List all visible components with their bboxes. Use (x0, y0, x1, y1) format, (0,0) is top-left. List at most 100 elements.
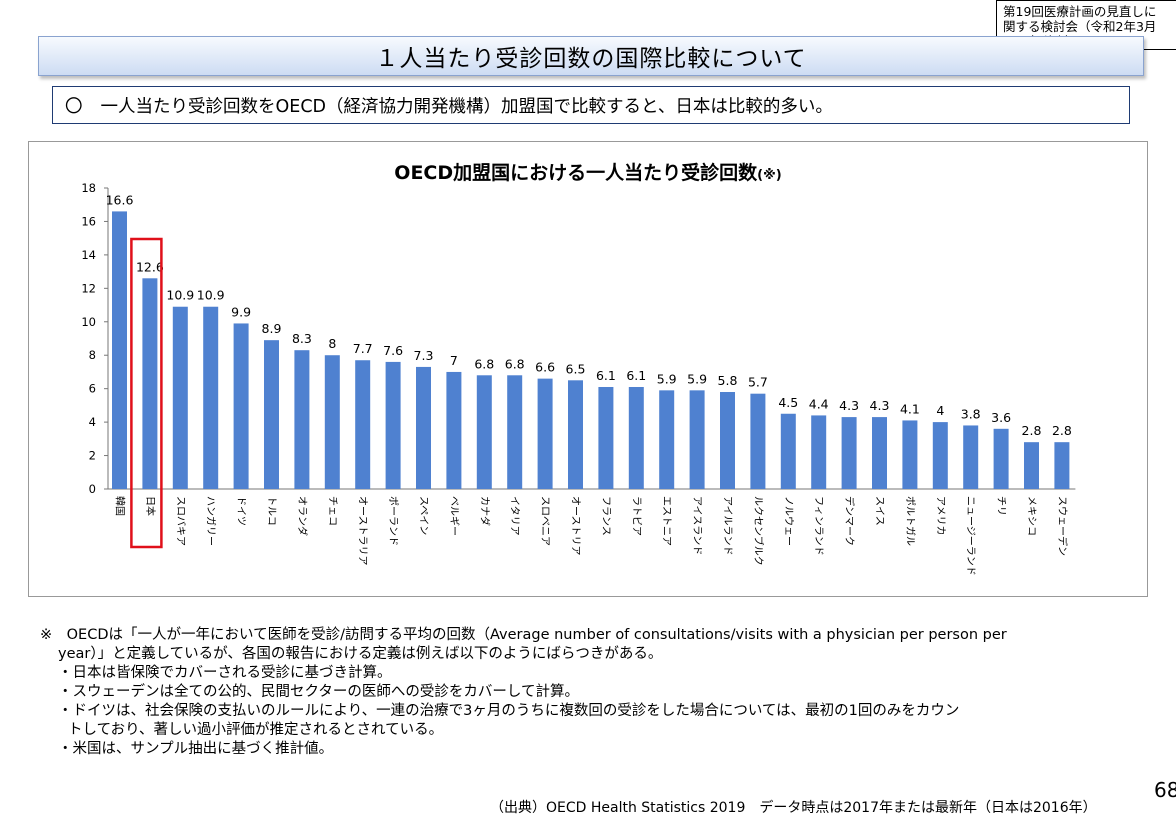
chart-title-suffix: (※) (757, 168, 782, 183)
bar-value-label: 5.8 (718, 373, 738, 388)
x-category-label: オランダ (296, 496, 309, 536)
bar (416, 366, 431, 489)
bar-value-label: 5.7 (748, 375, 768, 390)
bar (598, 386, 614, 489)
bar (780, 413, 796, 489)
bar (1024, 442, 1039, 489)
x-category-label: スイス (874, 496, 885, 526)
bar (233, 323, 249, 489)
bar (750, 393, 766, 489)
bar-value-label: 4.1 (900, 401, 920, 416)
note-item: ・ドイツは、社会保険の支払いのルールにより、一連の治療で3ヶ月のうちに複数回の受… (58, 703, 960, 719)
x-category-label: カナダ (478, 496, 491, 526)
y-tick-label: 8 (89, 348, 96, 362)
y-tick-label: 12 (81, 281, 96, 295)
y-tick-label: 10 (81, 315, 96, 329)
bar-value-label: 10.9 (166, 288, 194, 303)
note-line: ※ OECDは「一人が一年において医師を受診/訪問する平均の回数（Average… (40, 627, 1007, 643)
bar (1054, 442, 1070, 489)
chart-frame (28, 141, 1148, 597)
bar (112, 211, 127, 489)
x-category-label: オーストリア (570, 496, 582, 556)
notes: ※ OECDは「一人が一年において医師を受診/訪問する平均の回数（Average… (40, 626, 1170, 759)
x-category-label: アメリカ (934, 496, 946, 536)
bar-value-label: 2.8 (1052, 423, 1072, 438)
bar (172, 306, 188, 489)
bar (294, 350, 310, 489)
bar-value-label: 12.6 (136, 259, 164, 274)
bar-value-label: 9.9 (231, 304, 251, 319)
x-category-label: フィンランド (813, 496, 825, 556)
bar (355, 360, 371, 489)
chart-title: OECD加盟国における一人当たり受診回数(※) (394, 161, 781, 184)
x-category-label: ドイツ (235, 496, 246, 526)
x-category-label: ルクセンブルク (752, 496, 765, 566)
note-item: ・日本は皆保険でカバーされる受診に基づき計算。 (58, 665, 392, 681)
x-category-label: スロバキア (174, 496, 186, 546)
bar (841, 417, 857, 489)
y-tick-label: 18 (81, 181, 96, 195)
bar-value-label: 6.8 (474, 356, 494, 371)
x-category-label: チェコ (326, 496, 338, 526)
bar-value-label: 6.5 (566, 361, 586, 376)
bar (324, 355, 340, 489)
x-category-label: メキシコ (1026, 496, 1037, 536)
x-category-label: チリ (995, 496, 1007, 516)
bar (689, 390, 705, 489)
bar-value-label: 6.6 (535, 360, 555, 375)
bar-value-label: 4.5 (778, 395, 798, 410)
x-category-label: ノルウェー (782, 496, 794, 546)
x-category-label: 日本 (144, 496, 157, 516)
x-category-label: フランス (600, 496, 612, 536)
summary-text: 一人当たり受診回数をOECD（経済協力開発機構）加盟国で比較すると、日本は比較的… (100, 96, 833, 117)
bar (659, 390, 675, 489)
x-category-label: エストニア (661, 496, 672, 546)
source-citation: （出典）OECD Health Statistics 2019 データ時点は20… (490, 800, 1097, 816)
x-category-label: ベルギー (448, 496, 460, 536)
bar-value-label: 4.3 (870, 398, 890, 413)
bar (537, 378, 553, 489)
bar-value-label: 7.3 (414, 348, 434, 363)
note-item: ・スウェーデンは全ての公的、民間セクターの医師への受診をカバーして計算。 (58, 684, 579, 700)
bar (720, 392, 735, 489)
note-item: ・米国は、サンプル抽出に基づく推計値。 (58, 741, 334, 757)
bar-value-label: 8 (328, 336, 336, 351)
x-category-label: アイルランド (722, 496, 734, 556)
bar-value-label: 6.8 (505, 356, 525, 371)
x-category-label: ポルトガル (904, 496, 916, 546)
x-category-label: トルコ (266, 496, 277, 526)
bar (902, 420, 918, 489)
note-line: year）」と定義しているが、各国の報告における定義は例えば以下のようにばらつき… (58, 646, 663, 662)
slide-title-text: １人当たり受診回数の国際比較について (375, 46, 807, 72)
bar (872, 417, 887, 489)
bar (385, 361, 401, 489)
bar (568, 380, 583, 489)
bar (264, 340, 279, 489)
bar-value-label: 2.8 (1022, 423, 1042, 438)
x-category-label: 韓国 (114, 496, 126, 516)
x-category-label: スペイン (418, 496, 429, 535)
slide-title: １人当たり受診回数の国際比較について (38, 36, 1144, 76)
bar (476, 375, 492, 489)
x-category-label: イタリア (509, 496, 521, 536)
page-number: 68 (1154, 778, 1176, 802)
bar-value-label: 4.4 (809, 396, 829, 411)
x-category-label: ラトビア (630, 496, 642, 536)
bar (811, 415, 827, 489)
note-item: トしており、著しい過小評価が推定されるとされている。 (68, 722, 444, 738)
y-tick-label: 2 (89, 449, 96, 463)
bar-value-label: 6.1 (626, 368, 646, 383)
y-tick-label: 0 (89, 482, 96, 496)
x-category-label: ニュージーランド (965, 496, 977, 576)
bar (507, 375, 523, 489)
bar-value-label: 6.1 (596, 368, 616, 383)
bar-value-label: 8.9 (262, 321, 282, 336)
bar (993, 428, 1009, 489)
x-category-label: ハンガリー (205, 496, 217, 546)
bar-value-label: 5.9 (657, 371, 677, 386)
bar-value-label: 10.9 (197, 288, 225, 303)
bar-value-label: 3.8 (961, 406, 981, 421)
bar-value-label: 7.6 (383, 343, 403, 358)
y-tick-label: 4 (89, 415, 96, 429)
bar-value-label: 4 (936, 403, 944, 418)
